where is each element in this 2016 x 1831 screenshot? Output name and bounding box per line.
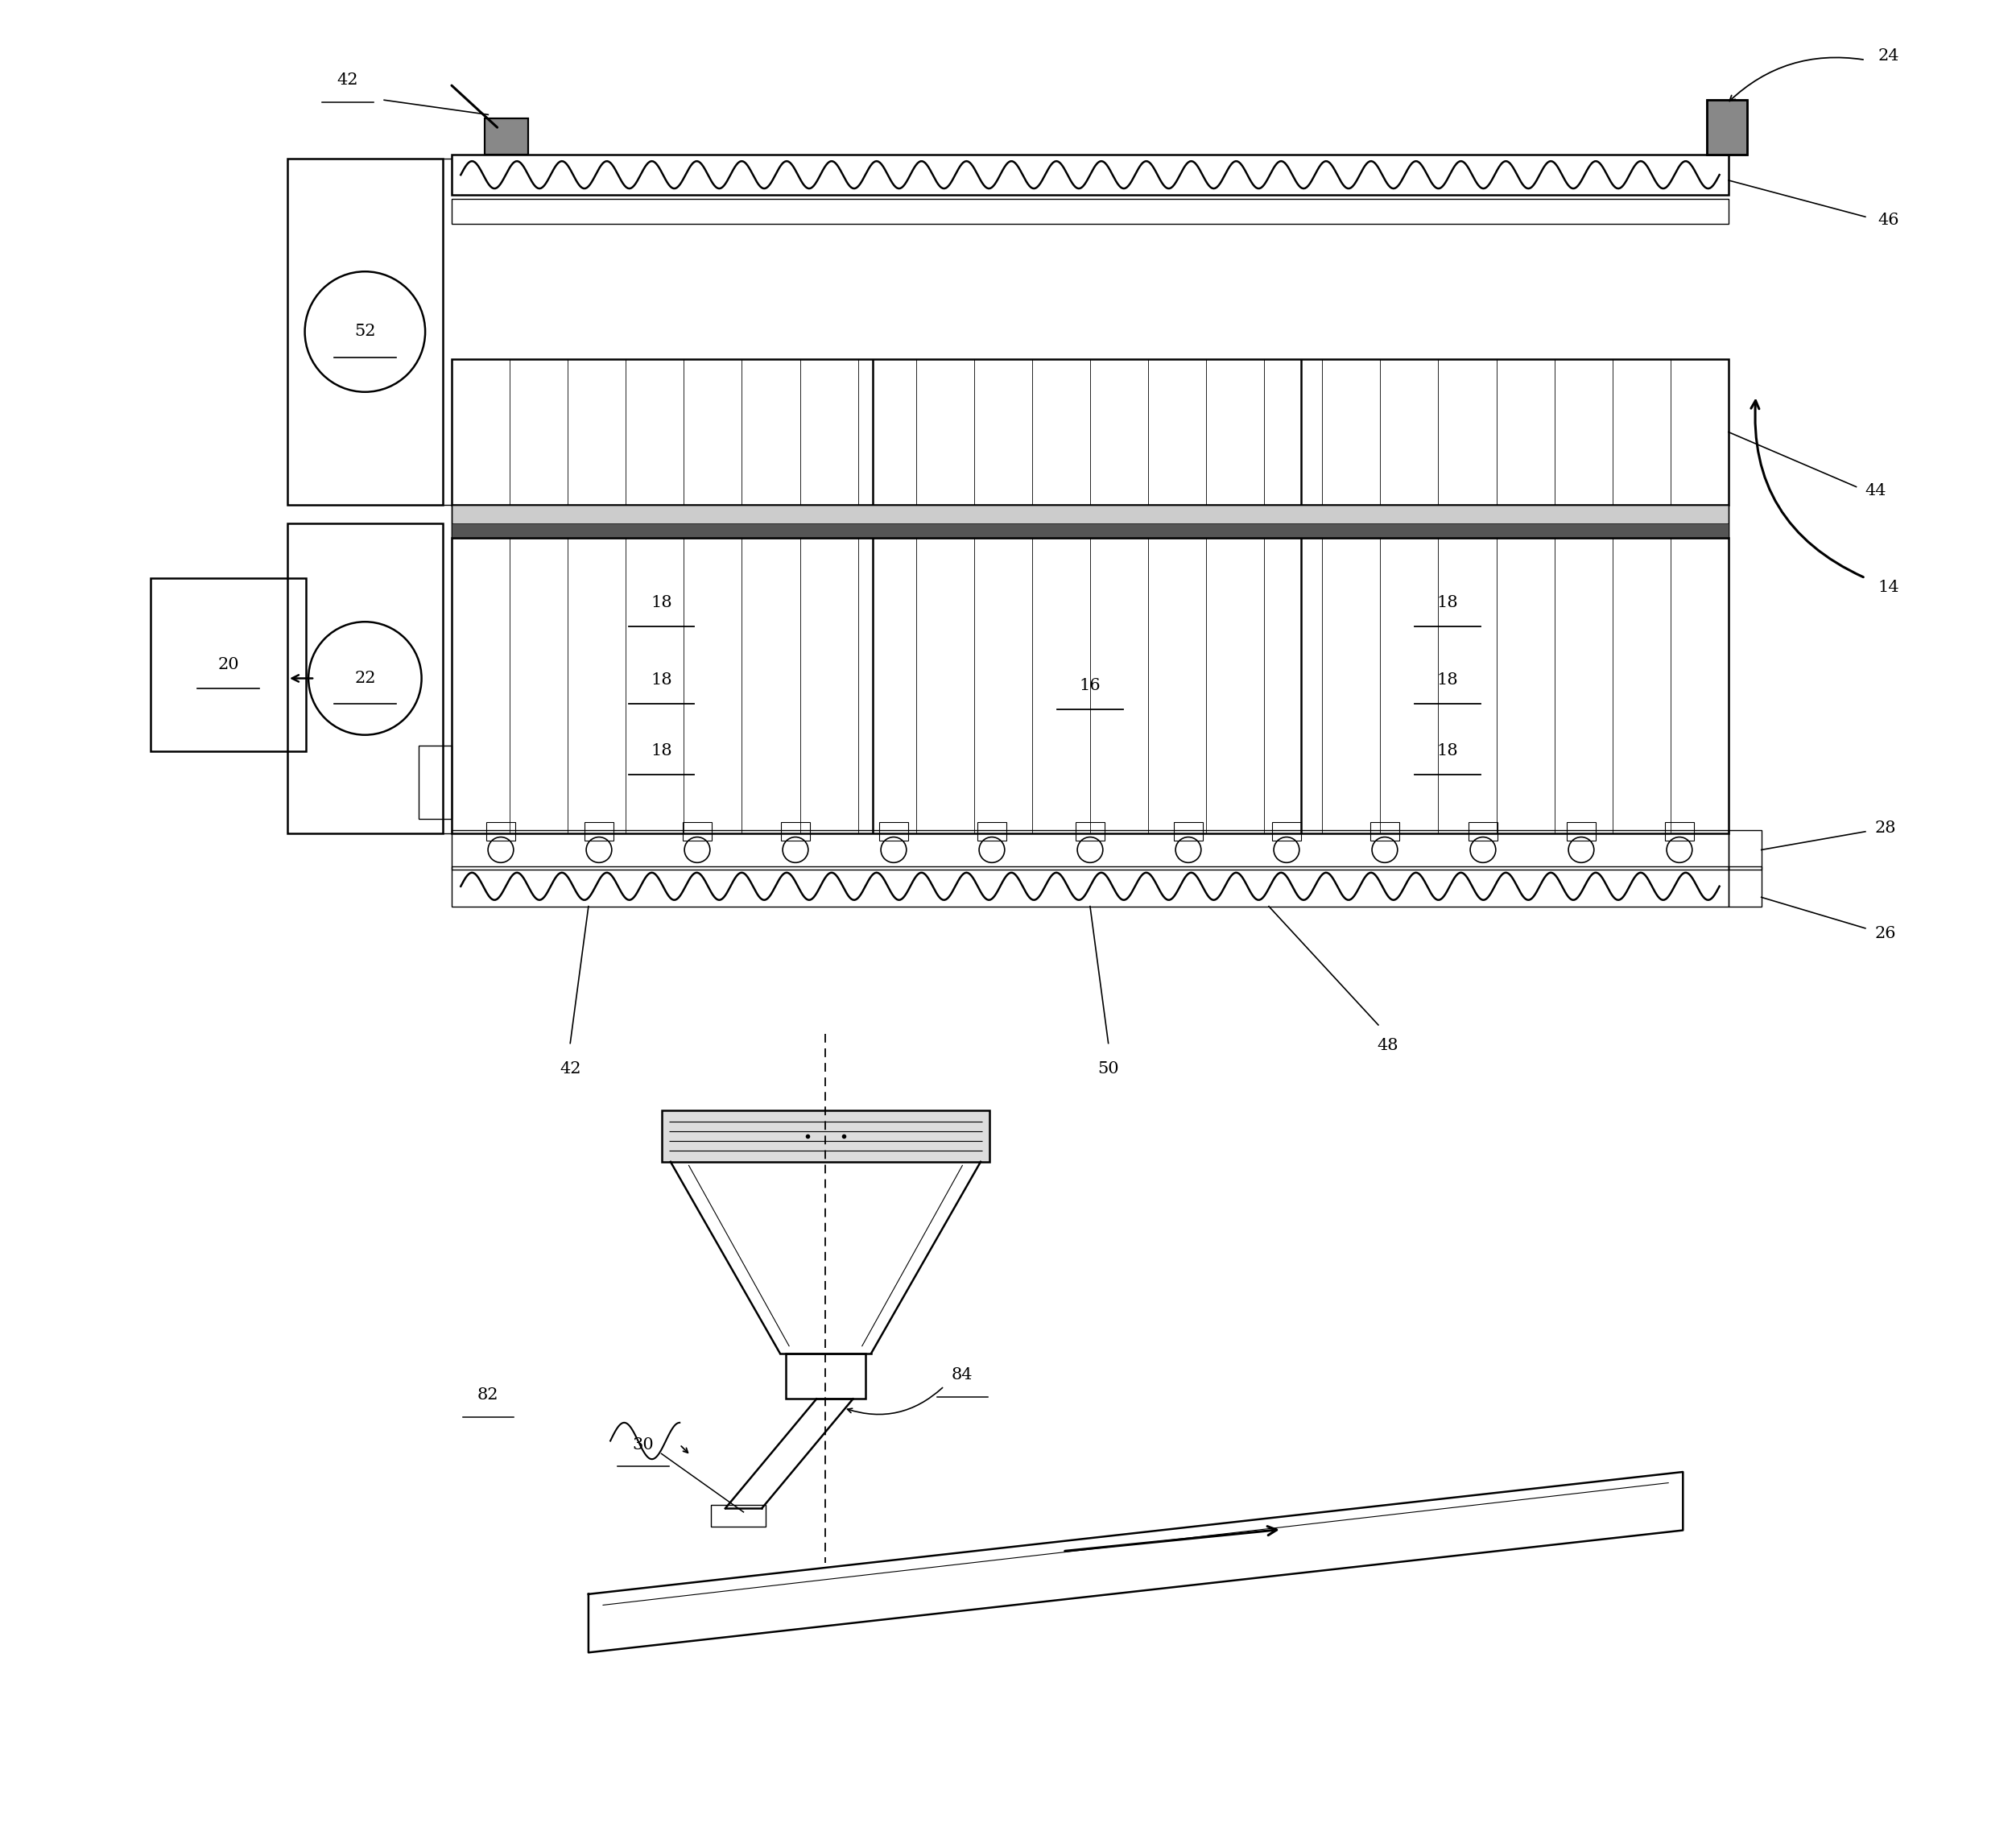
- Bar: [1173, 822, 1204, 840]
- Bar: [288, 159, 444, 505]
- Bar: [661, 1111, 990, 1163]
- Bar: [879, 822, 909, 840]
- Bar: [712, 1505, 766, 1527]
- Bar: [1566, 822, 1597, 840]
- Bar: [683, 822, 712, 840]
- Text: 42: 42: [337, 73, 359, 88]
- Text: 18: 18: [651, 672, 671, 687]
- Text: 46: 46: [1879, 212, 1899, 229]
- Text: 14: 14: [1879, 579, 1899, 595]
- Text: 26: 26: [1875, 926, 1895, 941]
- Bar: [1665, 822, 1693, 840]
- Bar: [1272, 822, 1300, 840]
- Text: 28: 28: [1875, 820, 1895, 835]
- Bar: [452, 829, 1728, 870]
- Bar: [978, 822, 1006, 840]
- Bar: [484, 119, 528, 156]
- Bar: [151, 579, 306, 751]
- Bar: [452, 505, 1728, 538]
- Bar: [452, 198, 1728, 223]
- Text: 20: 20: [218, 657, 240, 672]
- Text: 44: 44: [1865, 483, 1887, 498]
- Text: 50: 50: [1097, 1062, 1119, 1077]
- Text: 18: 18: [651, 595, 671, 610]
- Text: 82: 82: [478, 1388, 498, 1403]
- Bar: [288, 524, 444, 833]
- Bar: [780, 822, 810, 840]
- Bar: [1708, 101, 1746, 156]
- Text: 42: 42: [560, 1062, 581, 1077]
- Bar: [1708, 101, 1746, 156]
- Bar: [452, 538, 1728, 833]
- Text: 18: 18: [1437, 743, 1458, 758]
- Bar: [585, 822, 613, 840]
- Text: 48: 48: [1377, 1038, 1397, 1053]
- Bar: [452, 505, 1728, 538]
- Bar: [419, 745, 452, 818]
- Text: 18: 18: [1437, 672, 1458, 687]
- Bar: [452, 866, 1728, 906]
- Bar: [1728, 866, 1762, 906]
- Bar: [1468, 822, 1498, 840]
- Text: 18: 18: [651, 743, 671, 758]
- Text: 16: 16: [1079, 677, 1101, 694]
- Bar: [484, 119, 528, 156]
- Text: 52: 52: [355, 324, 375, 339]
- Text: 18: 18: [1437, 595, 1458, 610]
- Text: 30: 30: [633, 1437, 653, 1452]
- Bar: [1371, 822, 1399, 840]
- Bar: [1075, 822, 1105, 840]
- Text: 24: 24: [1879, 49, 1899, 64]
- Bar: [786, 1353, 865, 1399]
- Text: 84: 84: [952, 1368, 974, 1382]
- Bar: [452, 524, 1728, 538]
- Bar: [1728, 829, 1762, 870]
- Text: 22: 22: [355, 670, 375, 687]
- Bar: [452, 359, 1728, 505]
- Bar: [486, 822, 516, 840]
- Bar: [452, 156, 1728, 194]
